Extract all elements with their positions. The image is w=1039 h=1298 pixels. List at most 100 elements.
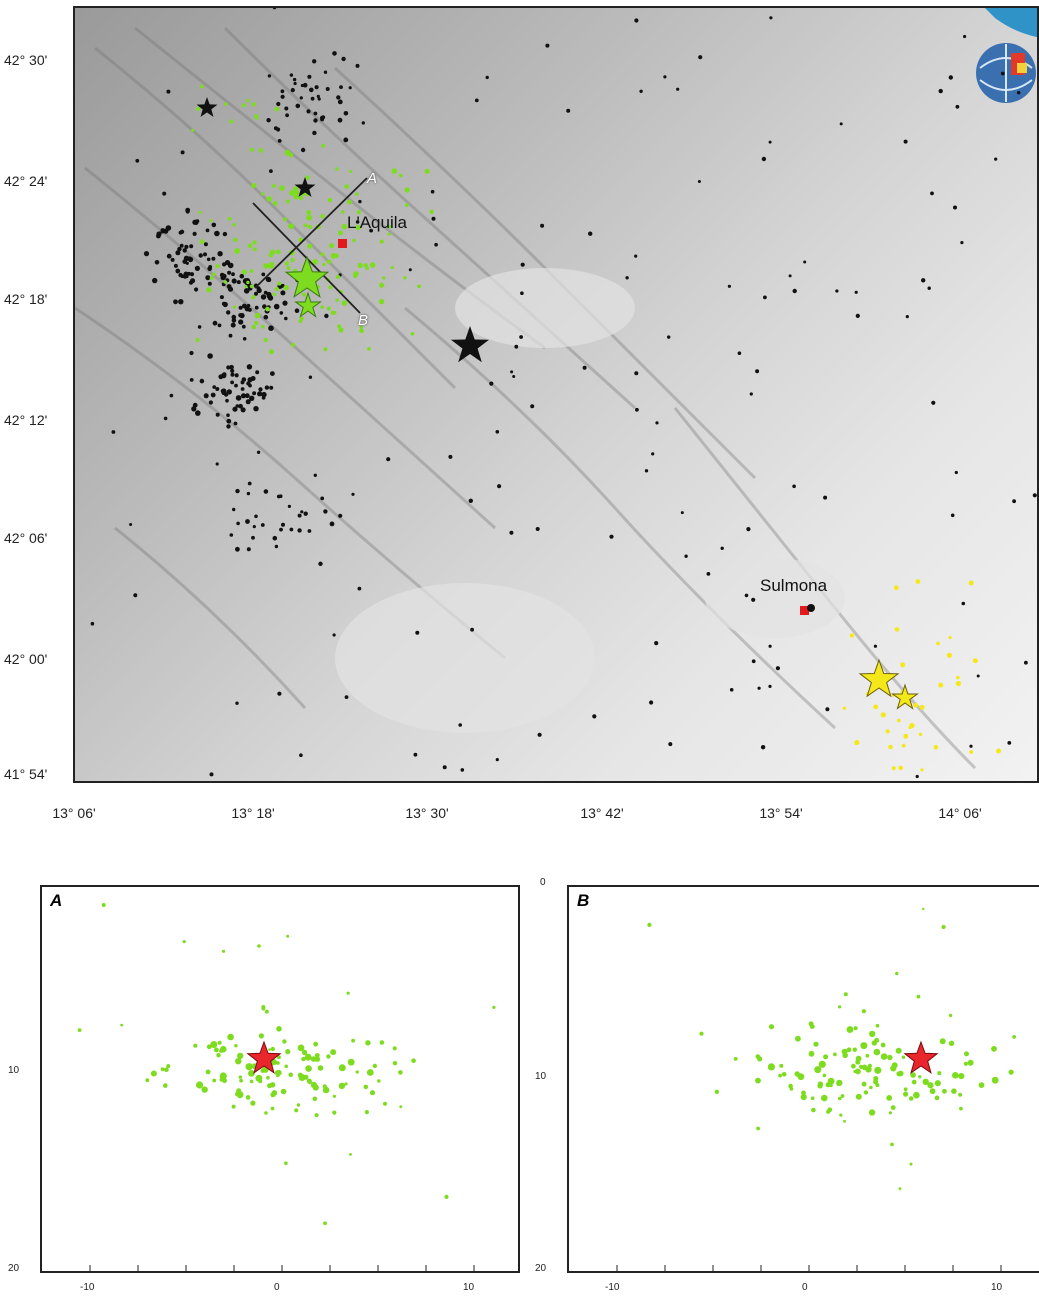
background-event bbox=[191, 406, 197, 412]
background-event bbox=[415, 630, 420, 635]
laquila-event bbox=[224, 102, 228, 106]
background-event bbox=[111, 430, 116, 434]
aftershock bbox=[264, 1111, 268, 1115]
background-event bbox=[235, 701, 239, 705]
aftershock bbox=[372, 1063, 378, 1069]
background-event bbox=[442, 765, 447, 770]
sulmona-event bbox=[897, 718, 901, 723]
aftershock bbox=[238, 1075, 242, 1079]
background-event bbox=[273, 303, 280, 310]
background-event bbox=[495, 430, 500, 434]
laquila-event bbox=[303, 223, 308, 228]
aftershock bbox=[941, 924, 946, 930]
background-event bbox=[290, 88, 295, 93]
aftershock bbox=[276, 1055, 281, 1060]
background-event bbox=[676, 87, 680, 91]
background-event bbox=[324, 313, 329, 319]
aftershock bbox=[934, 1080, 941, 1087]
background-event bbox=[337, 99, 343, 105]
laquila-event bbox=[263, 263, 269, 269]
aftershock bbox=[164, 1067, 169, 1073]
aftershock bbox=[250, 1100, 256, 1106]
laquila-event bbox=[252, 240, 257, 245]
background-event bbox=[188, 280, 194, 285]
aftershock bbox=[767, 1063, 775, 1071]
background-event bbox=[460, 768, 465, 772]
background-event bbox=[246, 303, 251, 308]
globe-logo bbox=[976, 43, 1036, 103]
background-event bbox=[313, 111, 318, 116]
background-event bbox=[241, 377, 247, 382]
sulmona-event bbox=[898, 765, 903, 771]
background-event bbox=[634, 18, 639, 23]
aftershock bbox=[398, 1070, 403, 1075]
background-event bbox=[344, 695, 349, 699]
laquila-event bbox=[387, 224, 392, 229]
background-event bbox=[299, 96, 303, 100]
background-event bbox=[530, 404, 535, 409]
background-event bbox=[609, 534, 614, 539]
xs-a-x-tick-0: 0 bbox=[274, 1282, 280, 1293]
aftershock bbox=[795, 1035, 801, 1042]
xs-a-x-tick-neg10: -10 bbox=[80, 1282, 95, 1293]
background-event bbox=[179, 243, 184, 248]
background-event bbox=[325, 87, 330, 91]
background-event bbox=[222, 262, 227, 267]
background-event bbox=[284, 106, 289, 111]
background-event bbox=[245, 519, 250, 524]
sulmona-event bbox=[969, 750, 973, 754]
background-event bbox=[706, 572, 711, 576]
aftershock bbox=[332, 1094, 336, 1098]
laquila-event bbox=[355, 192, 359, 196]
background-event bbox=[177, 246, 182, 252]
background-event bbox=[246, 364, 253, 370]
laquila-event bbox=[335, 274, 341, 279]
lat-label-42-12: 42° 12' bbox=[4, 412, 48, 428]
aftershock bbox=[952, 1072, 959, 1079]
sulmona-event bbox=[880, 712, 886, 718]
background-event bbox=[255, 370, 260, 375]
background-event bbox=[192, 231, 197, 236]
background-event bbox=[803, 260, 807, 264]
aftershock bbox=[317, 1065, 324, 1071]
background-event bbox=[448, 454, 453, 459]
aftershock bbox=[217, 1040, 222, 1045]
background-event bbox=[634, 371, 639, 376]
background-event bbox=[300, 147, 306, 153]
sulmona-event bbox=[849, 633, 855, 638]
lat-label-42-30: 42° 30' bbox=[4, 52, 48, 68]
laquila-event bbox=[367, 347, 371, 351]
laquila-event bbox=[232, 223, 236, 227]
background-event bbox=[235, 395, 242, 401]
background-event bbox=[242, 303, 247, 309]
background-event bbox=[232, 406, 238, 412]
aftershock bbox=[913, 1091, 920, 1099]
laquila-event bbox=[352, 238, 356, 243]
laquila-event bbox=[283, 285, 289, 291]
background-event bbox=[235, 404, 240, 408]
mainshock-star bbox=[246, 1040, 282, 1074]
background-event bbox=[431, 216, 436, 221]
laquila-event bbox=[263, 337, 268, 343]
background-event bbox=[247, 307, 252, 312]
aftershock bbox=[222, 949, 226, 953]
background-event bbox=[185, 261, 189, 265]
background-event bbox=[1012, 499, 1016, 504]
laquila-event bbox=[254, 312, 261, 319]
aftershock bbox=[258, 1033, 264, 1039]
aftershock bbox=[901, 1055, 906, 1059]
background-event bbox=[208, 400, 213, 405]
aftershock bbox=[1008, 1069, 1014, 1075]
sulmona-event bbox=[903, 733, 909, 739]
background-event bbox=[282, 300, 288, 306]
background-event bbox=[297, 513, 302, 518]
aftershock bbox=[903, 1087, 908, 1092]
aftershock bbox=[909, 1162, 913, 1166]
background-event bbox=[189, 244, 194, 249]
aftershock bbox=[875, 1023, 880, 1028]
background-event bbox=[179, 229, 185, 234]
background-event bbox=[408, 268, 412, 272]
xs-b-y-tick-0: 0 bbox=[540, 877, 546, 888]
aftershock bbox=[239, 1078, 244, 1083]
background-event bbox=[194, 287, 199, 292]
